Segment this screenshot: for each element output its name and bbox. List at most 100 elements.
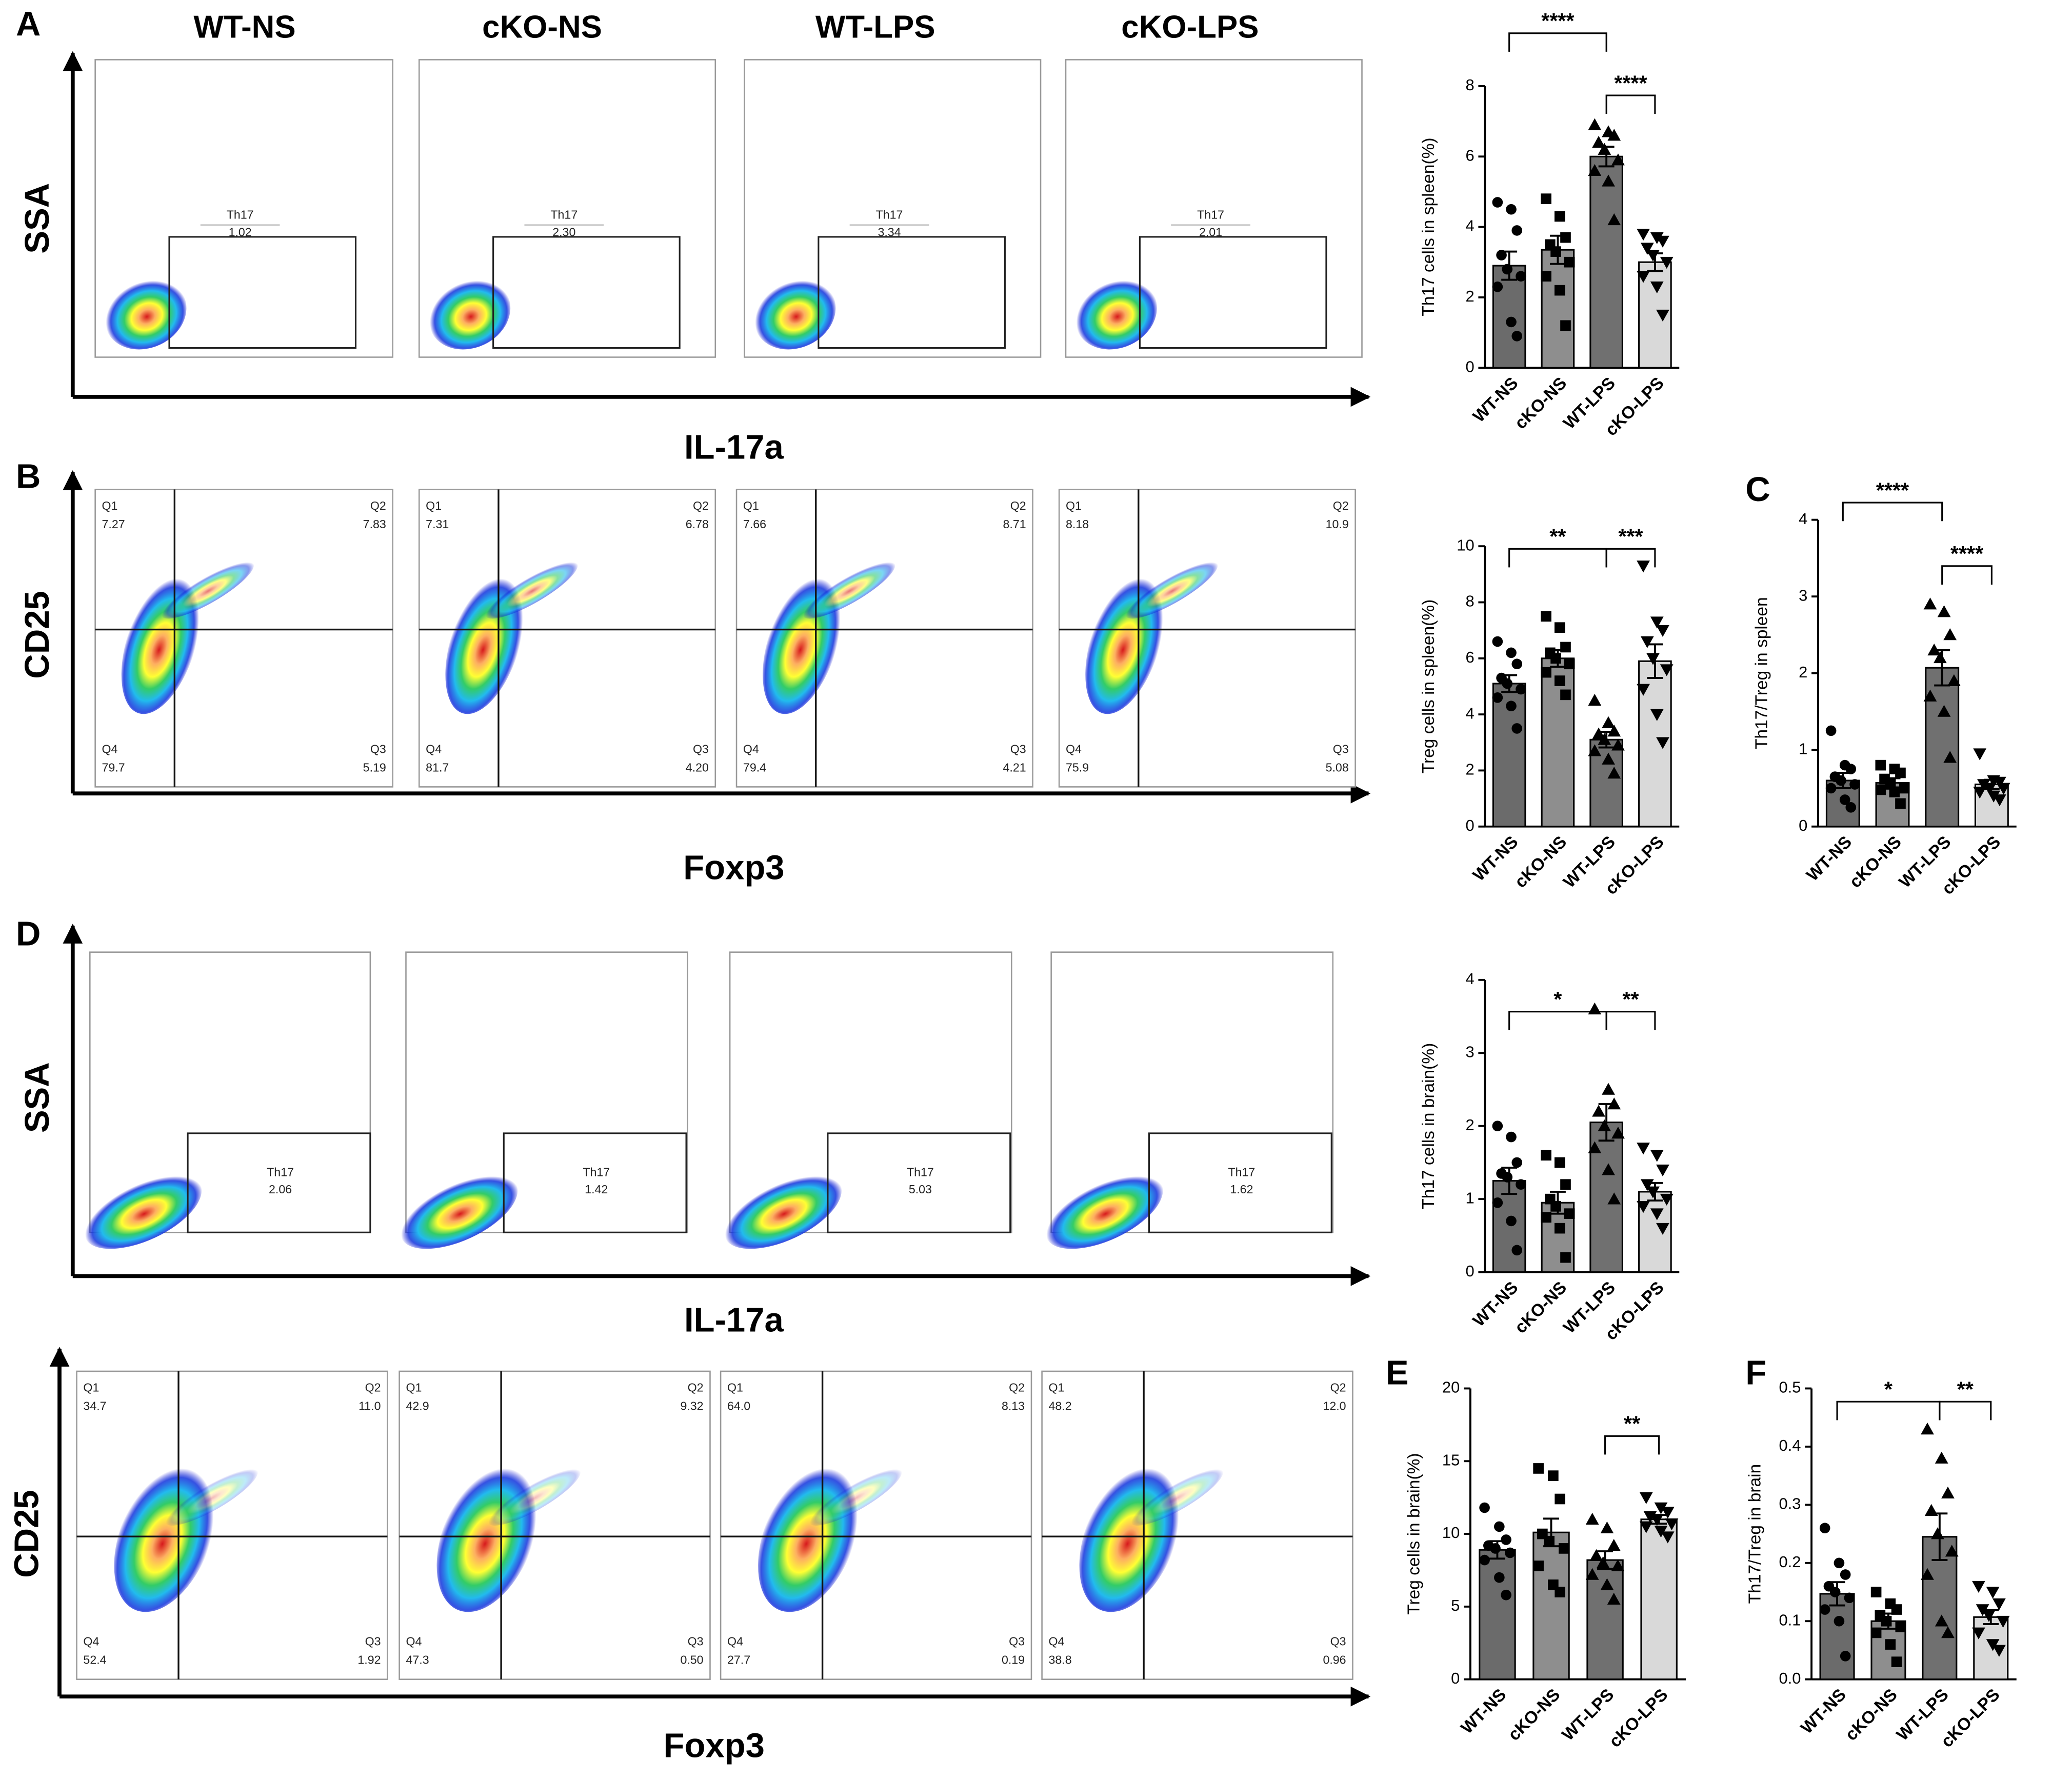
quadrant-value: 38.8 [1048, 1653, 1071, 1667]
data-point [1554, 1157, 1565, 1168]
density-cloud [1130, 1468, 1223, 1526]
y-tick-label: 0 [1451, 1669, 1460, 1687]
y-axis-label: Th17/Treg in spleen [1752, 597, 1771, 749]
data-point [1511, 1157, 1523, 1168]
quadrant-value: 0.50 [680, 1653, 703, 1667]
data-point [1602, 1083, 1615, 1095]
gate [1139, 236, 1327, 349]
gate-value: 2.30 [552, 225, 575, 238]
data-point [1541, 1212, 1551, 1223]
quadrant-name: Q3 [1333, 742, 1349, 755]
data-point [1588, 744, 1602, 756]
quadrant-name: Q1 [426, 499, 442, 512]
y-tick-label: 4 [1465, 704, 1474, 722]
bar [1922, 1536, 1958, 1681]
data-point [1589, 1549, 1603, 1561]
y-tick-label: 10 [1442, 1524, 1460, 1542]
density-cloud [84, 1173, 202, 1249]
data-point [1825, 783, 1837, 794]
data-point [1560, 1179, 1571, 1190]
error-bar [1501, 1166, 1518, 1195]
error-bar [1501, 250, 1518, 281]
data-point [1502, 678, 1513, 689]
y-tick-label: 4 [1465, 217, 1474, 235]
data-point [1836, 775, 1846, 786]
data-point [1555, 1587, 1565, 1597]
quadrant-value: 11.0 [358, 1399, 381, 1413]
data-point [1923, 597, 1937, 610]
data-point [1611, 1559, 1625, 1571]
data-point [1996, 1615, 2010, 1628]
y-tick-label: 0.2 [1779, 1553, 1801, 1571]
data-point [1986, 1587, 2000, 1599]
data-point [1560, 320, 1571, 331]
quadrant-value: 1.92 [357, 1653, 381, 1667]
data-point [1506, 1215, 1517, 1227]
data-point [1654, 1526, 1668, 1538]
data-point [1650, 709, 1664, 722]
bar [1640, 1518, 1678, 1681]
density-cloud [485, 561, 578, 619]
data-point [1506, 647, 1517, 658]
significance-label: ** [1549, 525, 1566, 549]
data-point [1541, 667, 1551, 678]
data-point [1607, 767, 1621, 779]
data-point [1554, 622, 1565, 633]
significance-label: **** [1876, 478, 1909, 502]
data-point [1592, 727, 1605, 739]
data-point [1844, 1592, 1855, 1604]
data-point [1506, 1131, 1517, 1143]
error-bar [1549, 1190, 1566, 1215]
data-point [1602, 752, 1615, 765]
data-point [1585, 1512, 1599, 1525]
data-point [1977, 779, 1990, 791]
error-bar [1489, 1540, 1505, 1560]
data-point [1585, 1568, 1599, 1580]
axis-label: IL-17a [684, 428, 784, 467]
data-point [1937, 705, 1951, 717]
quadrant-name: Q1 [727, 1381, 743, 1394]
quadrant-name: Q2 [1009, 1381, 1025, 1394]
column-header: cKO-NS [482, 9, 602, 45]
data-point [1972, 1627, 1985, 1639]
data-point [1982, 1610, 1996, 1622]
quadrant-value: 8.71 [1003, 517, 1026, 531]
data-point [1829, 1587, 1841, 1597]
significance-label: **** [1614, 71, 1647, 95]
data-point [1640, 636, 1654, 648]
data-point [1637, 561, 1650, 573]
data-point [1506, 701, 1517, 712]
data-point [1607, 725, 1621, 737]
data-point [1533, 1561, 1544, 1571]
bar [1541, 249, 1575, 369]
quadrant-name: Q3 [693, 742, 709, 755]
data-point [1845, 764, 1857, 774]
significance-label: * [1553, 988, 1562, 1011]
gate-name: Th17 [876, 208, 903, 222]
data-point [1560, 1252, 1571, 1263]
y-axis-label: Th17 cells in spleen(%) [1419, 137, 1438, 316]
error-bar [1983, 778, 2000, 790]
quadrant-name: Q2 [370, 499, 386, 512]
data-point [1661, 1531, 1675, 1544]
data-point [1656, 1223, 1669, 1235]
gate [1148, 1132, 1332, 1233]
quadrant-name: Q1 [1066, 499, 1082, 512]
significance-bracket [1941, 565, 1993, 585]
y-tick-label: 0.0 [1779, 1669, 1801, 1687]
error-bar [1647, 252, 1663, 272]
data-point [1490, 1543, 1501, 1554]
axis-label: SSA [18, 183, 56, 254]
data-point [1588, 1141, 1602, 1153]
data-point [1492, 692, 1503, 703]
y-tick-label: 3 [1799, 586, 1807, 604]
error-bar [1597, 1550, 1613, 1570]
data-point [1559, 1543, 1569, 1554]
data-point [1588, 118, 1602, 130]
column-header: cKO-LPS [1121, 9, 1259, 45]
gate-name: Th17 [1197, 208, 1224, 222]
data-point [1602, 1163, 1615, 1175]
panel-letter: A [16, 5, 41, 44]
significance-bracket [1605, 1011, 1656, 1030]
data-point [1972, 1581, 1985, 1593]
